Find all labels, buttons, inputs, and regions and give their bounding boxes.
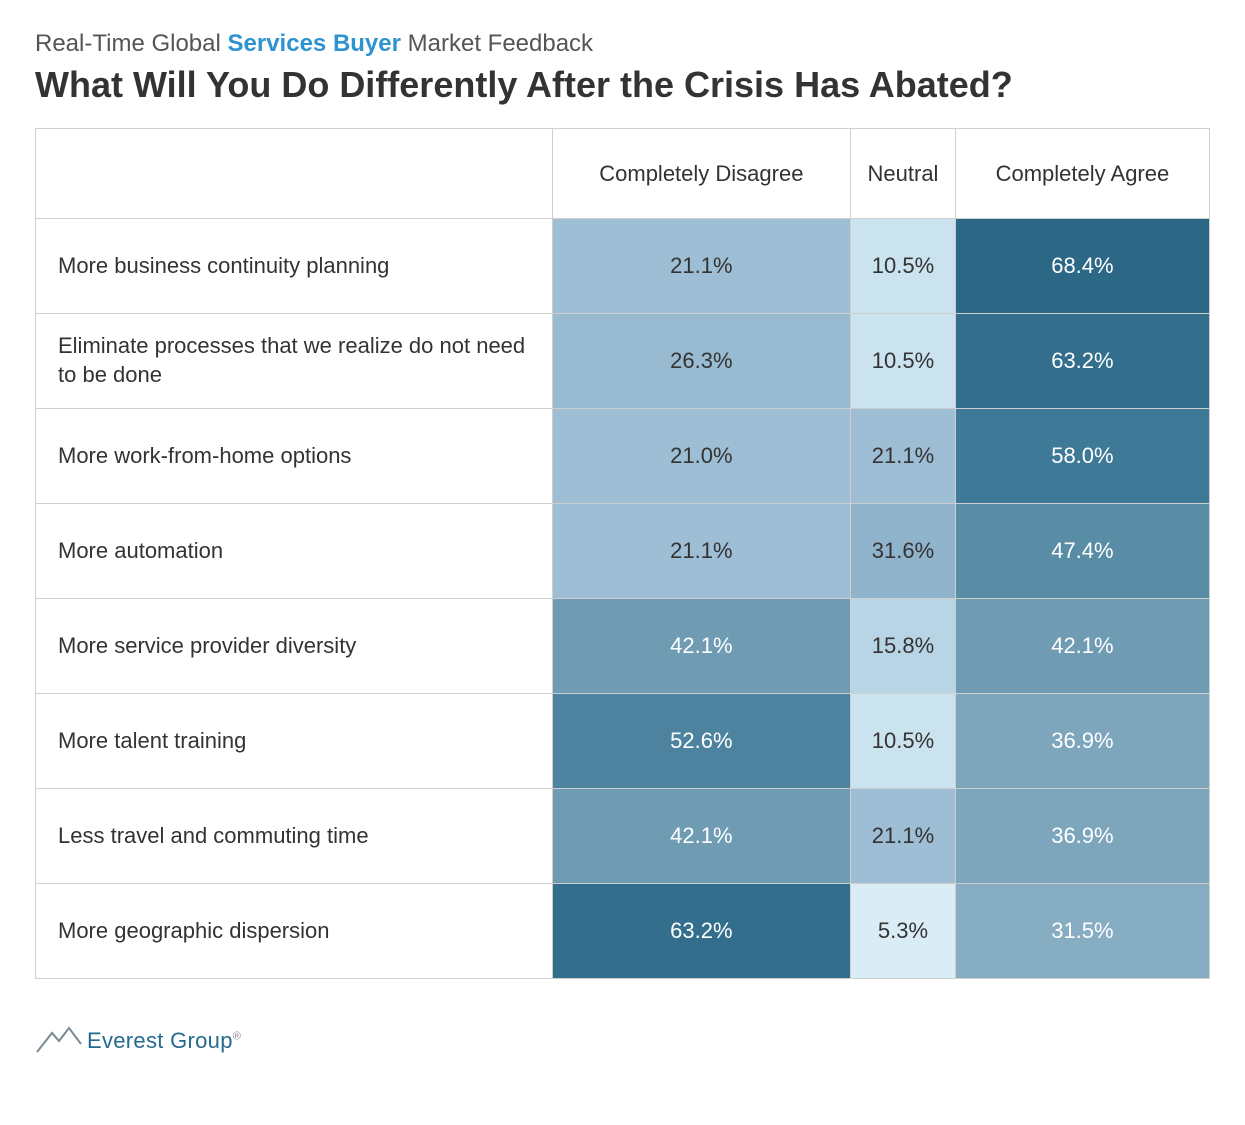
heatmap-cell: 5.3% xyxy=(851,884,956,979)
heatmap-cell: 21.1% xyxy=(851,789,956,884)
table-row: Eliminate processes that we realize do n… xyxy=(36,314,1210,409)
mountain-icon xyxy=(35,1024,83,1054)
table-row: More business continuity planning21.1%10… xyxy=(36,219,1210,314)
row-label: More service provider diversity xyxy=(36,599,553,694)
heatmap-cell: 36.9% xyxy=(955,789,1209,884)
heatmap-cell: 21.1% xyxy=(552,219,851,314)
col-header-agree: Completely Agree xyxy=(955,129,1209,219)
row-label: Less travel and commuting time xyxy=(36,789,553,884)
heatmap-cell: 52.6% xyxy=(552,694,851,789)
heatmap-cell: 10.5% xyxy=(851,694,956,789)
col-header-disagree: Completely Disagree xyxy=(552,129,851,219)
row-label: More business continuity planning xyxy=(36,219,553,314)
heatmap-cell: 15.8% xyxy=(851,599,956,694)
heatmap-cell: 63.2% xyxy=(552,884,851,979)
heatmap-cell: 42.1% xyxy=(552,599,851,694)
table-row: More geographic dispersion63.2%5.3%31.5% xyxy=(36,884,1210,979)
table-body: More business continuity planning21.1%10… xyxy=(36,219,1210,979)
heatmap-cell: 47.4% xyxy=(955,504,1209,599)
table-row: More service provider diversity42.1%15.8… xyxy=(36,599,1210,694)
heatmap-cell: 10.5% xyxy=(851,314,956,409)
row-label: More geographic dispersion xyxy=(36,884,553,979)
heatmap-cell: 42.1% xyxy=(552,789,851,884)
heatmap-table: Completely Disagree Neutral Completely A… xyxy=(35,128,1210,979)
heatmap-cell: 68.4% xyxy=(955,219,1209,314)
subtitle-pre: Real-Time Global xyxy=(35,30,228,57)
page-title: What Will You Do Differently After the C… xyxy=(35,64,1210,106)
row-label: More talent training xyxy=(36,694,553,789)
subtitle-post: Market Feedback xyxy=(401,30,593,57)
heatmap-cell: 42.1% xyxy=(955,599,1209,694)
heatmap-cell: 63.2% xyxy=(955,314,1209,409)
heatmap-cell: 58.0% xyxy=(955,409,1209,504)
row-label: Eliminate processes that we realize do n… xyxy=(36,314,553,409)
heatmap-cell: 21.0% xyxy=(552,409,851,504)
registered-mark: ® xyxy=(233,1031,241,1043)
subtitle-accent: Services Buyer xyxy=(228,30,401,57)
table-header-row: Completely Disagree Neutral Completely A… xyxy=(36,129,1210,219)
heatmap-cell: 21.1% xyxy=(851,409,956,504)
table-corner-empty xyxy=(36,129,553,219)
heatmap-cell: 31.5% xyxy=(955,884,1209,979)
heatmap-cell: 21.1% xyxy=(552,504,851,599)
subtitle: Real-Time Global Services Buyer Market F… xyxy=(35,30,1210,58)
brand-name: Everest Group® xyxy=(87,1028,241,1054)
brand-logo: Everest Group® xyxy=(35,1024,1210,1054)
heatmap-cell: 31.6% xyxy=(851,504,956,599)
heatmap-cell: 36.9% xyxy=(955,694,1209,789)
heatmap-cell: 26.3% xyxy=(552,314,851,409)
heatmap-cell: 10.5% xyxy=(851,219,956,314)
row-label: More work-from-home options xyxy=(36,409,553,504)
table-row: More talent training52.6%10.5%36.9% xyxy=(36,694,1210,789)
table-row: More work-from-home options21.0%21.1%58.… xyxy=(36,409,1210,504)
table-row: Less travel and commuting time42.1%21.1%… xyxy=(36,789,1210,884)
row-label: More automation xyxy=(36,504,553,599)
col-header-neutral: Neutral xyxy=(851,129,956,219)
table-row: More automation21.1%31.6%47.4% xyxy=(36,504,1210,599)
